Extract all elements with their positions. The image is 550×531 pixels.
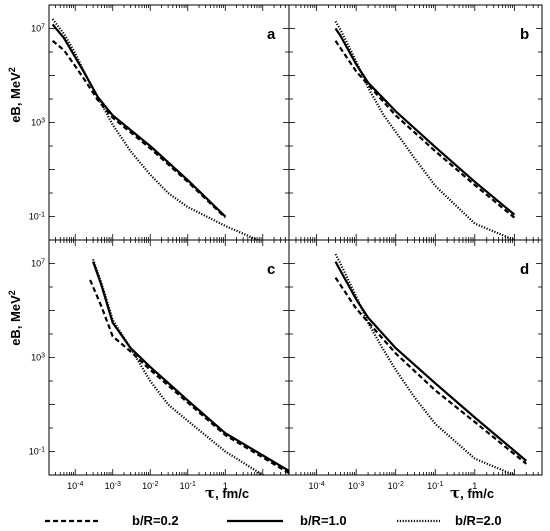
svg-text:eB, MeV2: eB, MeV2 [7,290,23,346]
series-group [89,259,289,475]
x-tick-label: 10-1 [180,481,196,492]
y-axis-title-main: eB, MeV [8,295,23,346]
y-tick-label: 10-1 [29,446,45,457]
plot-frame [48,239,290,476]
series-line-2 [92,261,289,472]
y-tick-label: 10-1 [29,211,45,222]
legend-label-2: b/R=1.0 [300,513,347,528]
plot-frame [48,4,290,241]
panel-b: b [288,4,543,241]
x-tick-label: 10-4 [67,481,83,492]
x-tick-label: 10-2 [388,481,404,492]
x-tick-label: 10-4 [309,481,325,492]
series-group [334,20,516,240]
legend-label-1: b/R=0.2 [132,513,179,528]
panel-a: 10-1 103 107 a [29,4,290,241]
x-axis-unit: , fm/c [460,486,494,501]
series-group [334,253,528,475]
panel-d: 10-4 10-3 10-2 10-1 1 d [288,239,543,492]
x-axis-unit: , fm/c [215,486,249,501]
series-line-1 [89,279,289,475]
legend: b/R=0.2 b/R=1.0 b/R=2.0 [45,513,502,528]
x-axis-symbol: τ [205,484,215,502]
series-line-2 [334,261,528,462]
y-axis-title-exp: 2 [7,67,17,72]
y-tick-label: 103 [31,117,45,128]
panel-c: 10-4 10-3 10-2 10-1 1 10-1 103 107 c [29,239,290,492]
series-line-3 [51,18,261,240]
y-tick-label: 107 [31,258,45,269]
series-line-2 [51,23,227,218]
x-tick-label: 10-3 [105,481,121,492]
series-line-2 [334,27,516,216]
series-line-3 [92,259,267,475]
y-axis-title-top: eB, MeV2 [7,67,23,123]
y-axis-title-bottom: eB, MeV2 [7,290,23,346]
series-line-3 [334,20,515,240]
x-axis-symbol: τ [450,484,460,502]
series-line-1 [334,40,516,219]
x-tick-label: 10-3 [348,481,364,492]
x-tick-label: 1 [472,481,477,491]
x-tick-label: 10-2 [142,481,158,492]
y-tick-label: 103 [31,352,45,363]
y-axis-title-exp: 2 [7,290,17,295]
plot-frame [288,239,543,476]
legend-label-3: b/R=2.0 [455,513,502,528]
series-line-1 [51,39,227,219]
y-tick-label: 107 [31,23,45,34]
panel-label: a [267,26,276,43]
x-tick-label: 1 [223,481,228,491]
svg-text:eB, MeV2: eB, MeV2 [7,67,23,123]
x-tick-label: 10-1 [427,481,443,492]
series-line-3 [334,253,517,475]
panel-label: b [520,26,529,43]
series-group [51,18,261,240]
panel-label: c [267,261,275,278]
x-axis-title-left: τ, fm/c [205,484,249,502]
y-axis-title-main: eB, MeV [8,72,23,123]
panel-label: d [520,261,529,278]
series-line-1 [334,276,527,465]
x-axis-title-right: τ, fm/c [450,484,494,502]
